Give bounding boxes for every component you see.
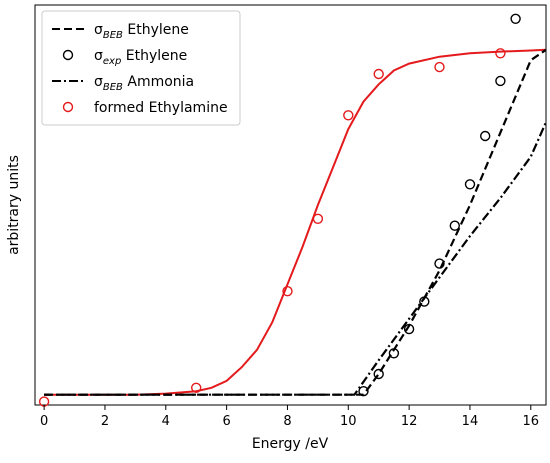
data-point-1-10 (510, 13, 521, 24)
x-tick-label-5: 10 (340, 414, 357, 429)
x-axis-label: Energy /eV (252, 436, 329, 452)
series-line-0 (44, 48, 546, 396)
data-point-1-8 (480, 130, 491, 142)
series-lines-layer (44, 48, 546, 396)
x-tick-label-2: 4 (162, 414, 170, 429)
legend-label-3: formed Ethylamine (94, 100, 228, 116)
x-tick-label-1: 2 (101, 414, 109, 429)
x-tick-label-6: 12 (401, 414, 418, 429)
data-point-3-4 (343, 110, 354, 121)
y-axis-label: arbitrary units (6, 155, 22, 255)
legend-swatch-3 (62, 101, 74, 113)
series-line-2 (44, 121, 546, 396)
data-point-1-4 (419, 296, 430, 307)
data-point-1-6 (449, 220, 460, 231)
data-point-1-1 (373, 368, 384, 380)
x-tick-label-3: 6 (222, 414, 230, 429)
data-point-3-2 (282, 286, 293, 297)
data-point-3-3 (312, 213, 324, 225)
legend-swatch-1 (62, 49, 74, 61)
data-point-1-0 (358, 386, 369, 397)
data-point-3-6 (434, 61, 445, 73)
data-point-3-5 (373, 68, 384, 80)
series-markers-layer (38, 13, 521, 407)
data-point-3-1 (190, 382, 202, 393)
data-point-1-2 (388, 348, 400, 359)
x-tick-label-8: 16 (523, 414, 540, 429)
data-point-1-3 (403, 323, 415, 335)
data-point-1-5 (434, 258, 445, 269)
x-tick-label-4: 8 (283, 414, 291, 429)
x-tick-label-7: 14 (462, 414, 479, 429)
legend: σBEB Ethylene σexp Ethylene σBEB Ammonia fo… (41, 10, 241, 126)
x-tick-label-0: 0 (40, 414, 48, 429)
legend-label-1: σexp Ethylene (94, 48, 187, 67)
legend-label-0: σBEB Ethylene (94, 22, 189, 41)
legend-box (41, 10, 241, 126)
legend-label-2: σBEB Ammonia (94, 74, 194, 93)
x-axis: 0 2 4 6 8 10 12 14 16 (40, 405, 539, 429)
data-point-1-7 (464, 179, 476, 190)
data-point-1-9 (495, 75, 506, 87)
data-point-3-7 (495, 48, 506, 59)
